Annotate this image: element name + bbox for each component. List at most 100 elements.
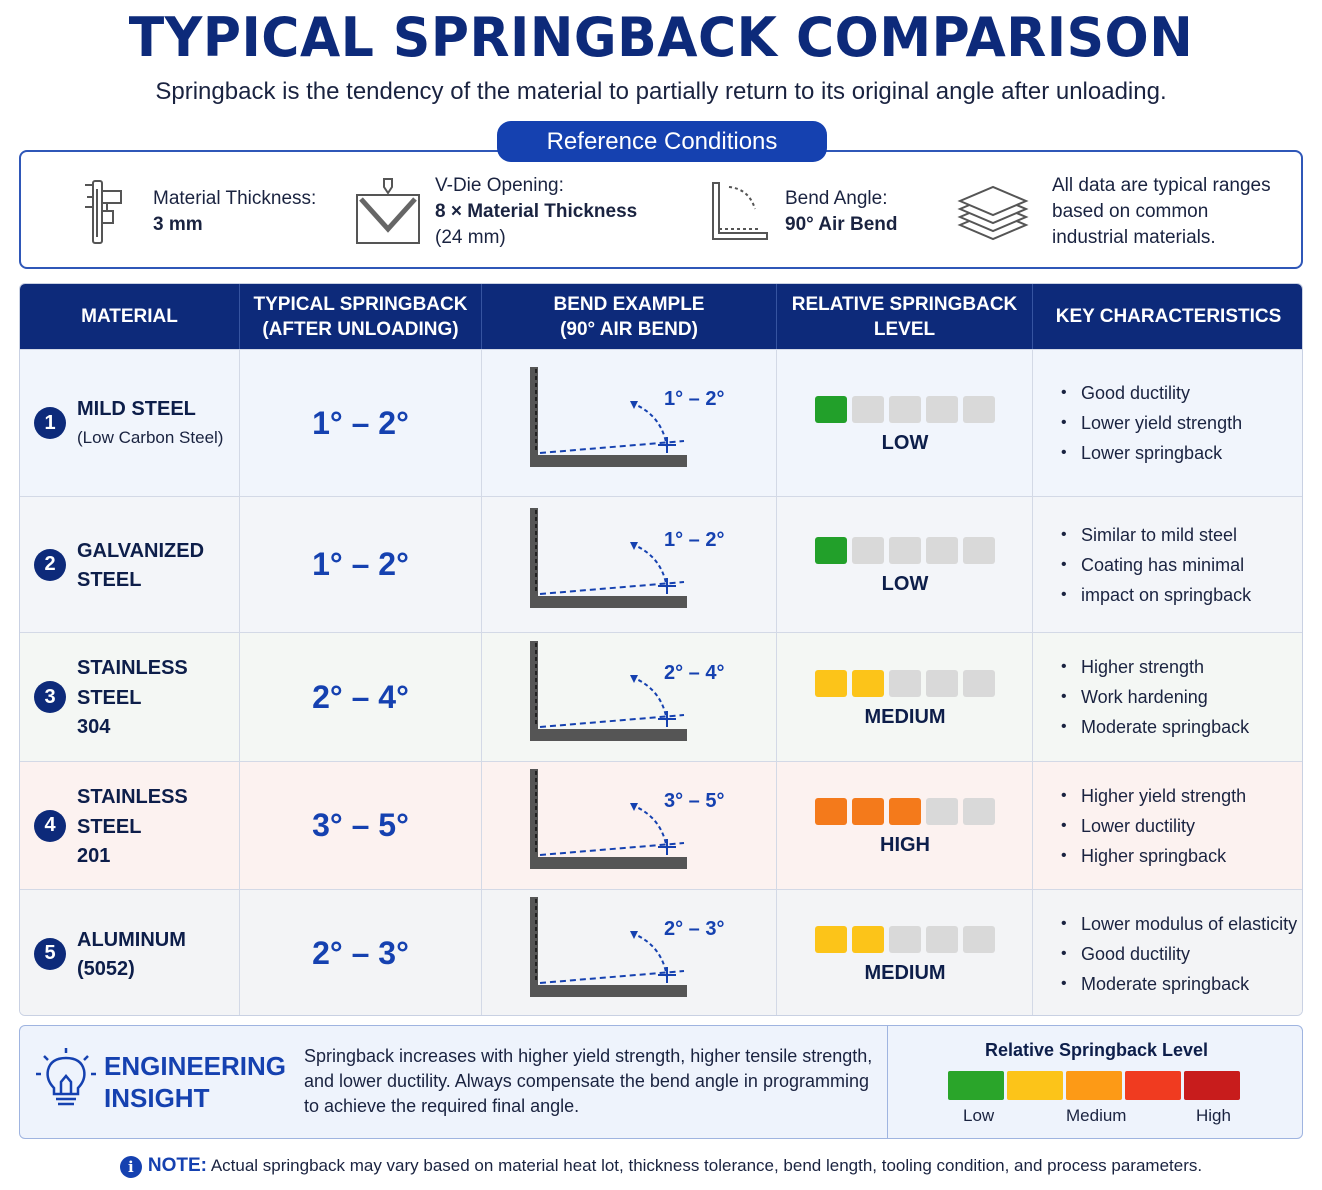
springback-value: 1° – 2° — [312, 546, 409, 582]
insight-title-line1: ENGINEERING — [104, 1051, 287, 1081]
bend-diagram-icon — [530, 366, 687, 467]
springback-value: 3° – 5° — [312, 807, 409, 843]
springback-cell: 1° – 2° — [240, 350, 482, 496]
level-segment — [815, 395, 847, 423]
characteristic-item: Moderate springback — [1061, 712, 1249, 742]
material-name: MILD STEEL — [77, 398, 196, 420]
ref-thickness-value: 3 mm — [153, 213, 203, 235]
characteristic-item: Similar to mild steel — [1061, 520, 1251, 550]
legend-swatch — [1125, 1071, 1181, 1100]
bend-diagram-icon — [530, 897, 687, 997]
bend-example-cell: 3° – 5° — [482, 762, 777, 889]
ref-data-note: All data are typical ranges based on com… — [956, 152, 1271, 271]
material-cell: 4 STAINLESS STEEL 201 — [20, 762, 240, 889]
characteristics-cell: Higher strengthWork hardeningModerate sp… — [1033, 633, 1302, 761]
material-subname: STEEL — [77, 568, 142, 591]
relative-level-cell: MEDIUM — [777, 633, 1033, 761]
row-number-badge: 2 — [34, 548, 66, 581]
bend-diagram-icon — [530, 508, 687, 608]
level-label: LOW — [881, 573, 929, 595]
springback-cell: 2° – 3° — [240, 890, 482, 1015]
springback-value: 2° – 4° — [312, 678, 409, 715]
bend-angle-icon — [701, 175, 775, 249]
ref-v-die-opening: V-Die Opening: 8 × Material Thickness (2… — [351, 152, 637, 271]
info-icon: i — [119, 1155, 142, 1178]
relative-level-cell: LOW — [777, 497, 1033, 632]
legend-low-label: Low — [963, 1106, 995, 1125]
springback-cell: 1° – 2° — [240, 497, 482, 632]
level-label: LOW — [881, 431, 929, 454]
level-label: MEDIUM — [864, 962, 946, 984]
level-segment — [815, 669, 847, 697]
level-segment — [926, 669, 958, 697]
characteristic-item: Lower modulus of elasticity — [1061, 909, 1297, 939]
v-die-icon — [351, 175, 425, 249]
bend-example-cell: 1° – 2° — [482, 350, 777, 496]
bend-angle-label: 1° – 2° — [664, 387, 725, 410]
legend-swatch — [1066, 1071, 1122, 1100]
bend-example-cell: 1° – 2° — [482, 497, 777, 632]
characteristic-item: Work hardening — [1061, 682, 1249, 712]
material-cell: 3 STAINLESS STEEL 304 — [20, 633, 240, 761]
characteristics-cell: Higher yield strengthLower ductilityHigh… — [1033, 762, 1302, 889]
characteristic-item: Good ductility — [1061, 939, 1297, 969]
ref-bend-angle: Bend Angle: 90° Air Bend — [701, 152, 897, 271]
footer-note: i NOTE: Actual springback may vary based … — [0, 1155, 1322, 1178]
engineering-insight-box: ENGINEERING INSIGHT Springback increases… — [19, 1025, 1303, 1139]
level-meter — [815, 669, 995, 697]
header-material: MATERIAL — [20, 284, 240, 349]
bend-angle-label: 2° – 3° — [664, 918, 725, 940]
level-segment — [926, 537, 958, 564]
bend-angle-label: 2° – 4° — [664, 661, 725, 684]
note-label: NOTE: — [147, 1155, 208, 1176]
legend-high-label: High — [1196, 1106, 1231, 1125]
level-meter — [815, 537, 995, 564]
insight-title-line2: INSIGHT — [104, 1083, 210, 1113]
characteristic-item: Lower springback — [1061, 438, 1242, 468]
layers-icon — [956, 175, 1030, 249]
page-subtitle: Springback is the tendency of the materi… — [155, 78, 1167, 105]
bend-angle-label: 3° – 5° — [664, 790, 725, 812]
level-segment — [815, 798, 847, 825]
springback-value: 2° – 3° — [312, 935, 409, 971]
row-number-badge: 4 — [34, 809, 66, 842]
characteristics-cell: Lower modulus of elasticityGood ductilit… — [1033, 890, 1302, 1015]
level-segment — [815, 537, 847, 564]
characteristic-item: Higher strength — [1061, 652, 1249, 682]
header-typical-springback: TYPICAL SPRINGBACK (AFTER UNLOADING) — [240, 284, 482, 349]
table-row: 3 STAINLESS STEEL 304 2° – 4° 2° – 4° MEDIUM H… — [20, 632, 1302, 761]
level-segment — [815, 926, 847, 953]
header-key-characteristics: KEY CHARACTERISTICS — [1055, 306, 1282, 327]
characteristic-item: Higher yield strength — [1061, 781, 1246, 811]
characteristics-list: Similar to mild steelCoating has minimal… — [1033, 520, 1251, 610]
characteristic-item: Good ductility — [1061, 378, 1242, 408]
row-number-badge: 5 — [34, 937, 66, 970]
level-label: MEDIUM — [864, 705, 946, 728]
legend-swatch — [948, 1071, 1004, 1100]
table-row: 4 STAINLESS STEEL 201 3° – 5° 3° – 5° HIGH Hig… — [20, 761, 1302, 889]
characteristic-item: Moderate springback — [1061, 969, 1297, 999]
level-meter — [815, 798, 995, 825]
lightbulb-icon — [36, 1048, 96, 1119]
ref-data-note-line1: All data are typical ranges — [1052, 174, 1271, 196]
material-name: ALUMINUM — [77, 928, 186, 951]
level-segment — [852, 798, 884, 825]
level-segment — [889, 669, 921, 697]
level-segment — [963, 395, 995, 423]
relative-level-cell: HIGH — [777, 762, 1033, 889]
level-segment — [852, 395, 884, 423]
characteristics-list: Lower modulus of elasticityGood ductilit… — [1033, 909, 1297, 999]
row-number-badge: 3 — [34, 681, 66, 713]
ref-data-note-line2: based on common — [1052, 200, 1209, 222]
level-segment — [926, 926, 958, 953]
row-number-badge: 1 — [34, 407, 66, 439]
bend-example-cell: 2° – 3° — [482, 890, 777, 1015]
material-subname: (Low Carbon Steel) — [77, 428, 224, 447]
level-segment — [926, 395, 958, 423]
legend-swatch — [1184, 1071, 1240, 1100]
level-segment — [852, 537, 884, 564]
springback-value: 1° – 2° — [312, 404, 409, 441]
characteristic-item: Coating has minimal — [1061, 550, 1251, 580]
level-segment — [889, 926, 921, 953]
characteristics-list: Good ductilityLower yield strengthLower … — [1033, 378, 1242, 468]
